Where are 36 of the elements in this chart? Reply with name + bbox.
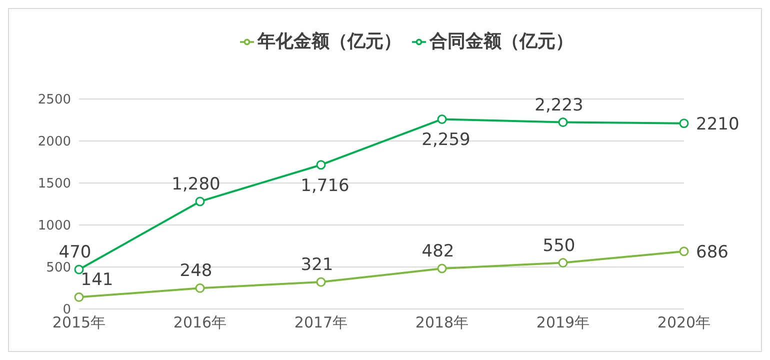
data-label: 686	[696, 242, 728, 262]
data-label: 1,280	[172, 174, 220, 194]
data-label: 2,259	[422, 130, 470, 150]
x-tick-label: 2018年	[415, 314, 469, 332]
data-label: 141	[80, 270, 114, 290]
x-tick-label: 2020年	[657, 314, 711, 332]
y-tick-label: 2000	[38, 134, 71, 150]
point	[679, 246, 689, 256]
point	[558, 258, 568, 268]
y-tick-label: 1500	[38, 176, 71, 192]
legend-label: 年化金额（亿元）	[258, 31, 402, 52]
legend-label: 合同金额（亿元）	[430, 31, 574, 52]
data-label: 248	[180, 261, 212, 282]
point	[195, 196, 205, 206]
point	[558, 118, 568, 128]
x-tick-label: 2016年	[173, 314, 227, 332]
y-tick-label: 2500	[38, 92, 71, 108]
data-label: 2,223	[534, 95, 584, 116]
data-label: 482	[422, 242, 454, 262]
x-tick-label: 2017年	[294, 314, 348, 332]
point	[316, 277, 326, 287]
point	[316, 160, 326, 170]
data-label: 550	[542, 236, 576, 256]
point	[74, 292, 84, 302]
point	[437, 114, 447, 124]
point	[679, 118, 689, 128]
x-tick-label: 2019年	[536, 314, 590, 332]
data-label: 1,716	[300, 176, 350, 196]
data-label: 2210	[696, 114, 740, 134]
point	[195, 283, 205, 293]
y-tick-label: 500	[46, 260, 71, 276]
point	[74, 264, 84, 274]
y-tick-label: 1000	[38, 218, 71, 234]
data-label: 321	[300, 255, 334, 276]
point	[437, 264, 447, 274]
data-label: 470	[58, 242, 92, 263]
